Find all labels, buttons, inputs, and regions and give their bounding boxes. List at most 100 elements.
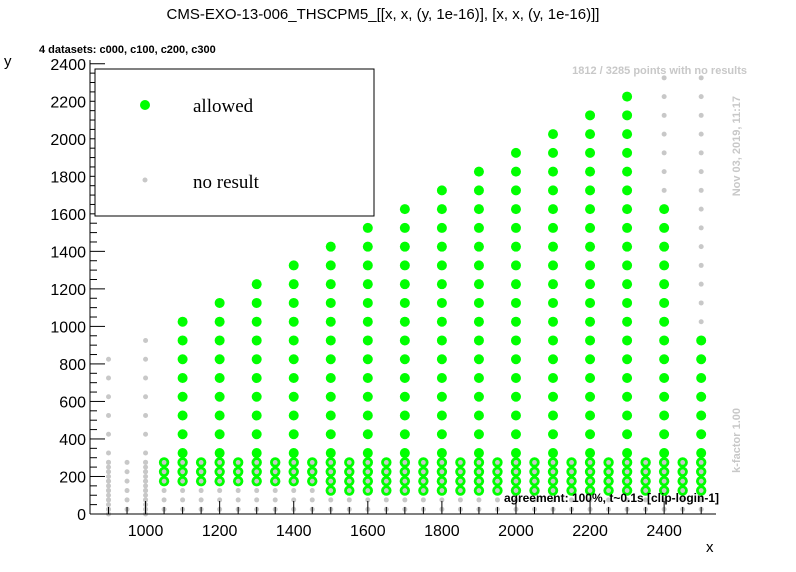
overlap-point-center (402, 478, 408, 484)
overlap-point-center (661, 488, 667, 493)
no-result-point (698, 497, 704, 503)
overlap-point-center (383, 488, 389, 493)
allowed-point (362, 222, 373, 233)
no-result-point (698, 131, 704, 137)
allowed-point (436, 316, 447, 327)
overlap-point-center (643, 460, 649, 465)
allowed-point (177, 316, 188, 327)
allowed-point (288, 429, 299, 440)
legend-allowed-marker (140, 100, 150, 110)
x-tick-label: 2200 (572, 523, 608, 540)
allowed-point (251, 448, 262, 459)
overlap-point-center (309, 478, 315, 484)
overlap-point-center (217, 460, 223, 465)
no-result-point (587, 497, 593, 503)
no-result-point (254, 497, 260, 503)
allowed-point (177, 448, 188, 459)
no-result-point (698, 281, 704, 287)
allowed-point (436, 391, 447, 402)
allowed-point (362, 297, 373, 308)
no-result-point (143, 431, 149, 437)
allowed-point (288, 279, 299, 290)
overlap-point-center (606, 488, 611, 493)
no-result-point (143, 413, 149, 419)
no-result-point (198, 497, 204, 503)
allowed-point (622, 354, 633, 365)
allowed-point (399, 241, 410, 252)
overlap-point-center (495, 478, 500, 484)
y-axis-label: y (4, 53, 12, 70)
overlap-point-center (402, 469, 408, 475)
allowed-point (622, 185, 633, 196)
allowed-point (585, 222, 596, 233)
no-result-point (217, 488, 223, 494)
legend-allowed-label: allowed (193, 96, 254, 117)
allowed-point (473, 391, 484, 402)
allowed-point (585, 372, 596, 383)
no-result-point (569, 497, 575, 503)
allowed-point (510, 316, 521, 327)
x-tick-label: 1200 (202, 523, 238, 540)
no-result-point (143, 497, 149, 503)
no-result-point (291, 488, 297, 494)
overlap-point-center (180, 469, 186, 475)
overlap-point-center (550, 460, 556, 465)
no-result-point (143, 450, 149, 456)
allowed-point (659, 204, 670, 215)
allowed-point (696, 335, 707, 346)
x-tick-label: 2000 (498, 523, 534, 540)
overlap-point-center (569, 478, 574, 484)
allowed-point (510, 429, 521, 440)
allowed-point (548, 448, 559, 459)
overlap-point-center (513, 460, 519, 465)
no-result-point (661, 112, 667, 118)
x-tick-label: 2400 (646, 523, 682, 540)
y-tick-label: 400 (59, 432, 86, 449)
no-result-point (143, 356, 149, 362)
overlap-point-center (383, 460, 389, 465)
overlap-point-center (661, 469, 667, 475)
overlap-point-center (291, 478, 297, 484)
overlap-point-center (161, 478, 167, 484)
overlap-point-center (217, 469, 223, 475)
no-result-point (143, 492, 149, 498)
overlap-point-center (661, 478, 667, 484)
allowed-point (251, 297, 262, 308)
overlap-point-center (346, 488, 352, 493)
no-result-point (106, 492, 112, 498)
no-result-point (106, 356, 112, 362)
no-result-point (476, 497, 482, 503)
overlap-point-center (680, 460, 686, 465)
allowed-point (510, 204, 521, 215)
y-tick-label: 1000 (50, 319, 86, 336)
no-result-point (643, 497, 649, 503)
overlap-point-center (420, 460, 426, 465)
allowed-point (585, 335, 596, 346)
overlap-point-center (328, 460, 334, 465)
overlap-point-center (458, 460, 463, 465)
no-result-point (106, 464, 112, 470)
allowed-point (473, 204, 484, 215)
allowed-point (473, 241, 484, 252)
overlap-point-center (328, 469, 334, 475)
allowed-point (436, 297, 447, 308)
allowed-point (622, 429, 633, 440)
overlap-point-center (439, 460, 445, 465)
overlap-point-center (420, 478, 426, 484)
overlap-point-center (532, 488, 537, 493)
data-points (106, 75, 707, 517)
allowed-point (325, 316, 336, 327)
allowed-point (548, 204, 559, 215)
allowed-point (214, 448, 225, 459)
no-result-point (272, 497, 278, 503)
no-result-point (106, 488, 112, 494)
overlap-point-center (643, 478, 649, 484)
k-factor-note: k-factor 1.00 (731, 408, 743, 473)
allowed-point (251, 354, 262, 365)
allowed-point (585, 391, 596, 402)
allowed-point (177, 354, 188, 365)
allowed-point (585, 354, 596, 365)
overlap-point-center (476, 469, 482, 475)
allowed-point (288, 410, 299, 421)
allowed-point (399, 297, 410, 308)
